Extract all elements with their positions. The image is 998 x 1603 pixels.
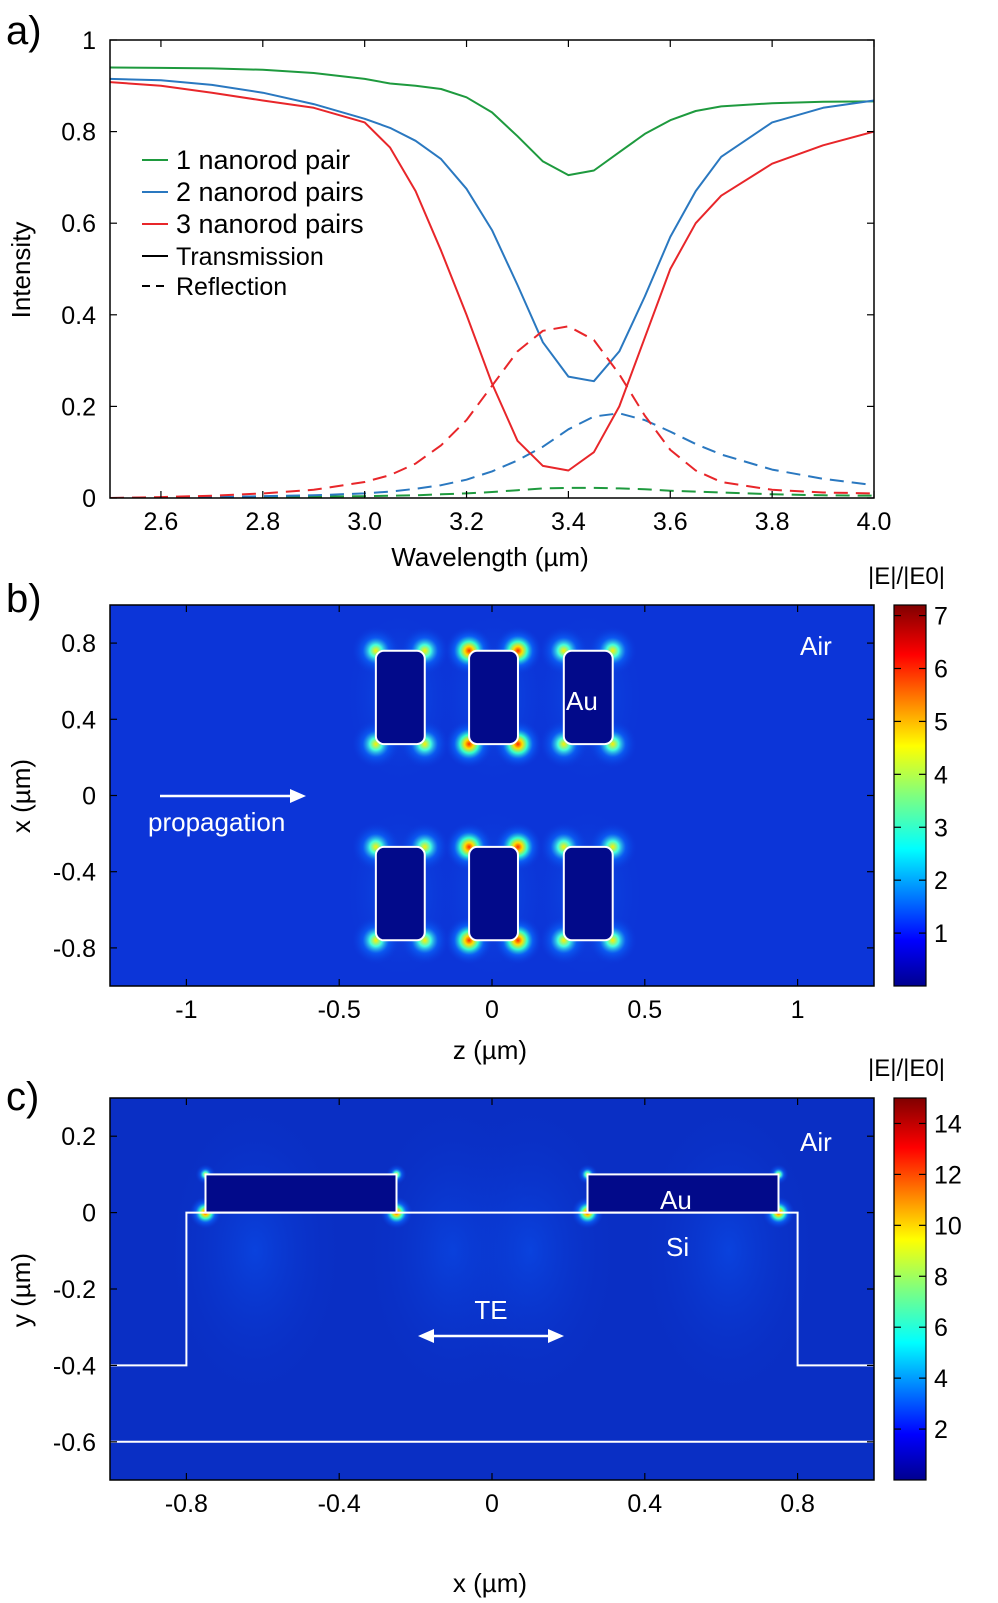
panel-b-cbar-tick-label: 5 xyxy=(934,708,948,736)
panel-a-xtick-label: 3.2 xyxy=(449,508,484,536)
panel-c-colorbar-title: |E|/|E0| xyxy=(868,1055,945,1082)
panel-a-ytick-label: 0 xyxy=(82,485,96,513)
panel-b-cbar-tick-label: 6 xyxy=(934,656,948,684)
panel-c-xtick-label: 0 xyxy=(485,1490,499,1518)
panel-b-ytick-label: 0.8 xyxy=(61,630,96,658)
panel-b-ytick-label: 0 xyxy=(82,783,96,811)
panel-c-air-label: Air xyxy=(800,1127,832,1157)
panel-b-xlabel: z (µm) xyxy=(453,1035,527,1065)
te-arrow xyxy=(418,1329,564,1343)
au-nanorod xyxy=(468,649,519,746)
panel-b-au-label: Au xyxy=(566,686,598,716)
panel-a-ytick-label: 0.6 xyxy=(61,210,96,238)
panel-label-b: b) xyxy=(6,577,42,621)
si-ridge-outline xyxy=(110,1211,874,1367)
panel-c-xtick-label: 0.8 xyxy=(780,1490,815,1518)
series-2-nanorod-pairs-transmission xyxy=(110,77,874,383)
panel-a-xtick-label: 3.8 xyxy=(755,508,790,536)
panel-a-xtick-label: 2.8 xyxy=(245,508,280,536)
panel-a-ytick-label: 1 xyxy=(82,27,96,55)
panel-c-ytick-label: -0.2 xyxy=(53,1276,96,1304)
panel-b-colorbar-title: |E|/|E0| xyxy=(868,563,945,590)
panel-c-ytick-label: -0.4 xyxy=(53,1352,96,1380)
panel-b-cbar-tick-label: 3 xyxy=(934,814,948,842)
panel-c-cbar-tick-label: 14 xyxy=(934,1110,962,1138)
field-lobe xyxy=(440,1100,621,1401)
panel-c-cbar-tick-label: 6 xyxy=(934,1314,948,1342)
propagation-label: propagation xyxy=(148,807,285,837)
legend-label-4: Transmission xyxy=(176,243,324,271)
au-nanorod xyxy=(468,845,519,942)
legend-label-2: 2 nanorod pairs xyxy=(176,177,364,207)
au-nanorod xyxy=(562,845,614,942)
panel-c-ylabel: y (µm) xyxy=(6,1253,36,1327)
panel-c-colorbar xyxy=(893,1097,927,1481)
legend-label-1: 1 nanorod pair xyxy=(176,145,350,175)
panel-b-cbar-tick-label: 1 xyxy=(934,920,948,948)
panel-c-si-label: Si xyxy=(666,1232,689,1262)
panel-b-ytick-label: -0.8 xyxy=(53,935,96,963)
series-2-nanorod-pairs-reflection xyxy=(110,412,874,498)
panel-a-xlabel: Wavelength (µm) xyxy=(391,542,589,572)
au-nanorod xyxy=(374,649,426,746)
panel-b-air-label: Air xyxy=(800,631,832,661)
panel-a-ytick-label: 0.8 xyxy=(61,119,96,147)
series-1-nanorod-pair-transmission xyxy=(110,66,874,177)
panel-c-xtick-label: 0.4 xyxy=(627,1490,662,1518)
panel-c-ytick-label: -0.6 xyxy=(53,1429,96,1457)
panel-a-xtick-label: 4.0 xyxy=(857,508,892,536)
legend-label-5: Reflection xyxy=(176,273,287,301)
panel-b-xtick-label: -1 xyxy=(175,996,197,1024)
panel-c-cbar-tick-label: 8 xyxy=(934,1263,948,1291)
au-stripe xyxy=(204,1173,398,1214)
panel-b-xtick-label: -0.5 xyxy=(318,996,361,1024)
panel-a-spectrum: 2.6 2.8 3.0 3.2 3.4 3.6 3.8 4.0 0 0.2 0.4 0.6 0.8 1 1… xyxy=(6,27,891,572)
panel-c-ytick-label: 0.2 xyxy=(61,1123,96,1151)
panel-c-fieldmap: -0.8 -0.4 0 0.4 0.8 0.2 0 -0.2 -0.4 -0.6 Air Au S… xyxy=(6,1055,962,1598)
panel-a-ytick-label: 0.2 xyxy=(61,393,96,421)
panel-c-cbar-tick-label: 4 xyxy=(934,1365,948,1393)
panel-a-legend: 1 nanorod pair 2 nanorod pairs 3 nanorod… xyxy=(142,145,364,301)
panel-a-xtick-label: 3.4 xyxy=(551,508,586,536)
panel-c-cbar-tick-label: 10 xyxy=(934,1212,962,1240)
au-nanorod xyxy=(374,845,426,942)
panel-label-a: a) xyxy=(6,9,42,53)
panel-b-fieldmap: -1 -0.5 0 0.5 1 -0.8 -0.4 0 0.4 0.8 Air Au propag… xyxy=(6,563,948,1065)
panel-a-ylabel: Intensity xyxy=(6,222,36,319)
panel-a-xtick-label: 2.6 xyxy=(144,508,179,536)
field-lobe xyxy=(165,1100,346,1401)
panel-b-ylabel: x (µm) xyxy=(6,759,36,833)
series-1-nanorod-pair-reflection xyxy=(110,486,874,498)
panel-c-xtick-label: -0.8 xyxy=(165,1490,208,1518)
panel-c-au-label: Au xyxy=(660,1185,692,1215)
series-3-nanorod-pairs-transmission xyxy=(110,81,874,472)
legend-label-3: 3 nanorod pairs xyxy=(176,209,364,239)
au-nanorod xyxy=(562,649,614,746)
panel-b-cbar-tick-label: 4 xyxy=(934,761,948,789)
au-stripe xyxy=(586,1173,780,1214)
panel-c-xtick-label: -0.4 xyxy=(318,1490,361,1518)
propagation-arrow xyxy=(160,789,306,803)
panel-b-cbar-tick-label: 7 xyxy=(934,603,948,631)
panel-c-cbar-tick-label: 2 xyxy=(934,1416,948,1444)
panel-c-xlabel: x (µm) xyxy=(453,1568,527,1598)
panel-b-xtick-label: 0.5 xyxy=(627,996,662,1024)
panel-a-xtick-label: 3.0 xyxy=(347,508,382,536)
panel-a-frame xyxy=(109,39,875,499)
panel-b-xtick-label: 1 xyxy=(791,996,805,1024)
panel-label-c: c) xyxy=(6,1075,39,1119)
te-label: TE xyxy=(474,1295,507,1325)
panel-a-xtick-label: 3.6 xyxy=(653,508,688,536)
series-3-nanorod-pairs-reflection xyxy=(110,325,874,498)
panel-c-ytick-label: 0 xyxy=(82,1200,96,1228)
panel-b-ytick-label: -0.4 xyxy=(53,859,96,887)
panel-b-colorbar xyxy=(893,604,927,987)
panel-c-cbar-tick-label: 12 xyxy=(934,1161,962,1189)
panel-b-cbar-tick-label: 2 xyxy=(934,867,948,895)
panel-b-ytick-label: 0.4 xyxy=(61,706,96,734)
panel-b-xtick-label: 0 xyxy=(485,996,499,1024)
panel-a-ytick-label: 0.4 xyxy=(61,302,96,330)
